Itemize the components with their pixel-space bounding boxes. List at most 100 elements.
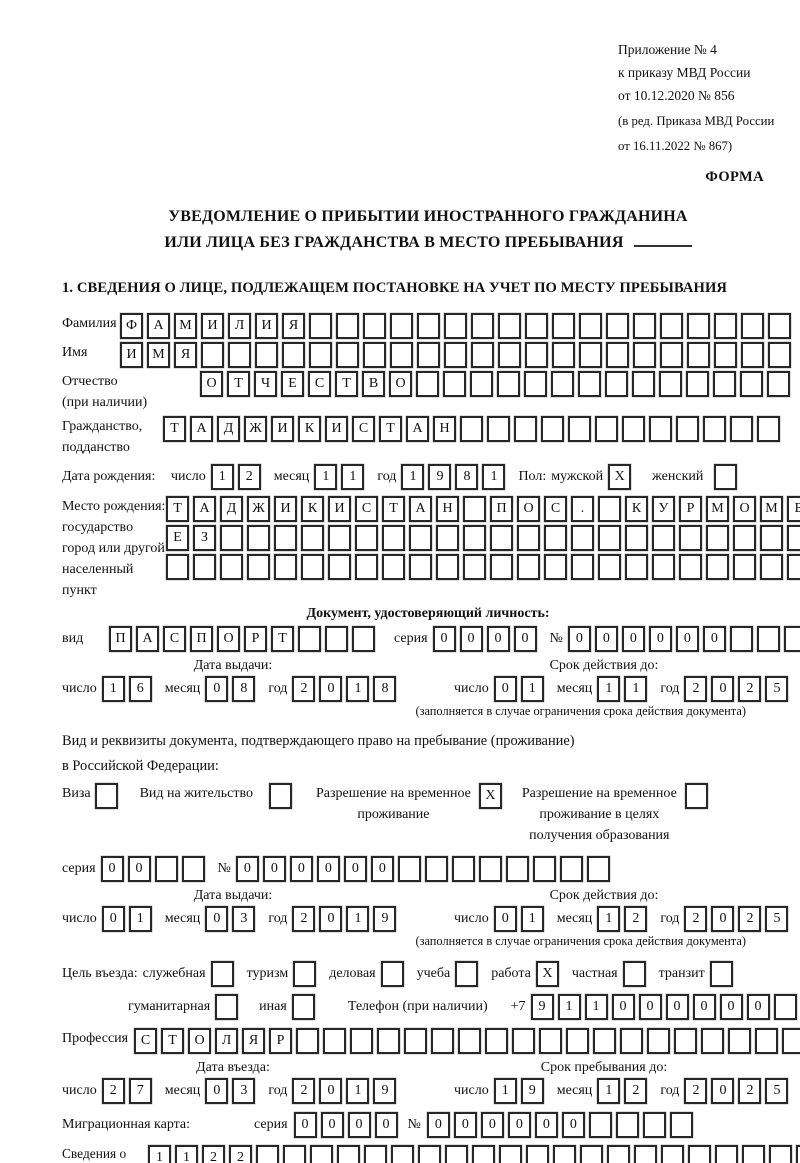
given-name-cell[interactable]: [606, 342, 629, 368]
surname-cell[interactable]: [336, 313, 359, 339]
representative-cell[interactable]: 2: [229, 1145, 252, 1163]
residence-valid-year-cell[interactable]: 2: [738, 906, 762, 932]
doc-number-cell[interactable]: 0: [621, 626, 645, 652]
profession-cell[interactable]: [647, 1028, 670, 1054]
patronymic-cell[interactable]: Ч: [254, 371, 277, 397]
phone-cell[interactable]: 0: [638, 994, 662, 1020]
residence-valid-year-cell[interactable]: 5: [765, 906, 789, 932]
entry-day-cell[interactable]: 7: [128, 1078, 152, 1104]
entry-year-cell[interactable]: 1: [346, 1078, 370, 1104]
representative-cell[interactable]: [391, 1145, 414, 1163]
citizenship-cell[interactable]: [676, 416, 699, 442]
residence-number-cell[interactable]: 0: [370, 856, 394, 882]
birth-place-cell[interactable]: [274, 554, 297, 580]
birth-place-cell[interactable]: К: [625, 496, 648, 522]
residence-number-cell[interactable]: [451, 856, 475, 882]
purpose-checkbox-cell[interactable]: [622, 961, 646, 987]
doc-number-cell[interactable]: [756, 626, 780, 652]
birth-place-cell[interactable]: [571, 525, 594, 551]
birth-place-cell[interactable]: [382, 525, 405, 551]
migration-series-cell[interactable]: 0: [320, 1112, 344, 1138]
residence-number-cell[interactable]: 0: [235, 856, 259, 882]
citizenship-cell[interactable]: [757, 416, 780, 442]
stay-month-cell[interactable]: 2: [624, 1078, 648, 1104]
surname-cell[interactable]: И: [255, 313, 278, 339]
profession-cell[interactable]: Р: [269, 1028, 292, 1054]
profession-cell[interactable]: [782, 1028, 800, 1054]
surname-cell[interactable]: [390, 313, 413, 339]
given-name-cell[interactable]: [282, 342, 305, 368]
birth-day-cell[interactable]: 2: [237, 464, 261, 490]
birth-place-cell[interactable]: [490, 554, 513, 580]
residence-series-cell[interactable]: 0: [100, 856, 124, 882]
purpose-checkbox-cell[interactable]: [709, 961, 733, 987]
birth-year-cell[interactable]: 1: [401, 464, 425, 490]
patronymic-cell[interactable]: [686, 371, 709, 397]
given-name-cell[interactable]: [768, 342, 791, 368]
representative-cell[interactable]: [715, 1145, 738, 1163]
migration-series-cell[interactable]: 0: [293, 1112, 317, 1138]
birth-month-cell[interactable]: 1: [314, 464, 338, 490]
residence-number-cell[interactable]: 0: [316, 856, 340, 882]
profession-cell[interactable]: [701, 1028, 724, 1054]
patronymic-cell[interactable]: [713, 371, 736, 397]
purpose-checkbox-cell[interactable]: [215, 994, 239, 1020]
patronymic-cell[interactable]: С: [308, 371, 331, 397]
citizenship-cell[interactable]: И: [271, 416, 294, 442]
representative-cell[interactable]: [310, 1145, 333, 1163]
phone-cell[interactable]: 1: [584, 994, 608, 1020]
issue-year-cell[interactable]: 0: [319, 676, 343, 702]
citizenship-cell[interactable]: [649, 416, 672, 442]
profession-cell[interactable]: [539, 1028, 562, 1054]
profession-cell[interactable]: [755, 1028, 778, 1054]
residence-valid-month-cell[interactable]: 1: [597, 906, 621, 932]
birth-place-cell[interactable]: [247, 525, 270, 551]
citizenship-cell[interactable]: [595, 416, 618, 442]
birth-day-cell[interactable]: 1: [210, 464, 234, 490]
birth-place-cell[interactable]: [598, 496, 621, 522]
migration-number-cell[interactable]: [588, 1112, 612, 1138]
residence-permit-checkbox-cell[interactable]: [268, 783, 292, 809]
birth-place-cell[interactable]: К: [301, 496, 324, 522]
given-name-cell[interactable]: М: [147, 342, 170, 368]
edu-permit-checkbox-cell[interactable]: [684, 783, 708, 809]
birth-place-cell[interactable]: [463, 496, 486, 522]
citizenship-cell[interactable]: [568, 416, 591, 442]
birth-place-cell[interactable]: У: [652, 496, 675, 522]
migration-number-cell[interactable]: [669, 1112, 693, 1138]
surname-cell[interactable]: [633, 313, 656, 339]
stay-year-cell[interactable]: 0: [711, 1078, 735, 1104]
profession-cell[interactable]: О: [188, 1028, 211, 1054]
given-name-cell[interactable]: [525, 342, 548, 368]
birth-place-cell[interactable]: [706, 525, 729, 551]
birth-place-cell[interactable]: [436, 554, 459, 580]
patronymic-cell[interactable]: [632, 371, 655, 397]
residence-valid-month-cell[interactable]: 2: [624, 906, 648, 932]
residence-issue-day-cell[interactable]: 1: [128, 906, 152, 932]
doc-kind-cell[interactable]: С: [163, 626, 186, 652]
representative-cell[interactable]: [526, 1145, 549, 1163]
surname-cell[interactable]: [309, 313, 332, 339]
residence-issue-year-cell[interactable]: 9: [373, 906, 397, 932]
birth-place-cell[interactable]: [544, 525, 567, 551]
birth-place-cell[interactable]: П: [490, 496, 513, 522]
patronymic-cell[interactable]: Т: [227, 371, 250, 397]
residence-number-cell[interactable]: [532, 856, 556, 882]
given-name-cell[interactable]: [552, 342, 575, 368]
birth-place-cell[interactable]: [301, 525, 324, 551]
given-name-cell[interactable]: [255, 342, 278, 368]
stay-year-cell[interactable]: 2: [738, 1078, 762, 1104]
birth-place-cell[interactable]: [517, 554, 540, 580]
representative-cell[interactable]: [472, 1145, 495, 1163]
birth-place-cell[interactable]: [625, 525, 648, 551]
birth-place-cell[interactable]: [166, 554, 189, 580]
given-name-cell[interactable]: [687, 342, 710, 368]
representative-cell[interactable]: [337, 1145, 360, 1163]
birth-place-cell[interactable]: Т: [382, 496, 405, 522]
patronymic-cell[interactable]: [740, 371, 763, 397]
birth-place-cell[interactable]: [463, 554, 486, 580]
stay-year-cell[interactable]: 2: [684, 1078, 708, 1104]
stay-day-cell[interactable]: 1: [493, 1078, 517, 1104]
representative-cell[interactable]: [553, 1145, 576, 1163]
entry-year-cell[interactable]: 0: [319, 1078, 343, 1104]
